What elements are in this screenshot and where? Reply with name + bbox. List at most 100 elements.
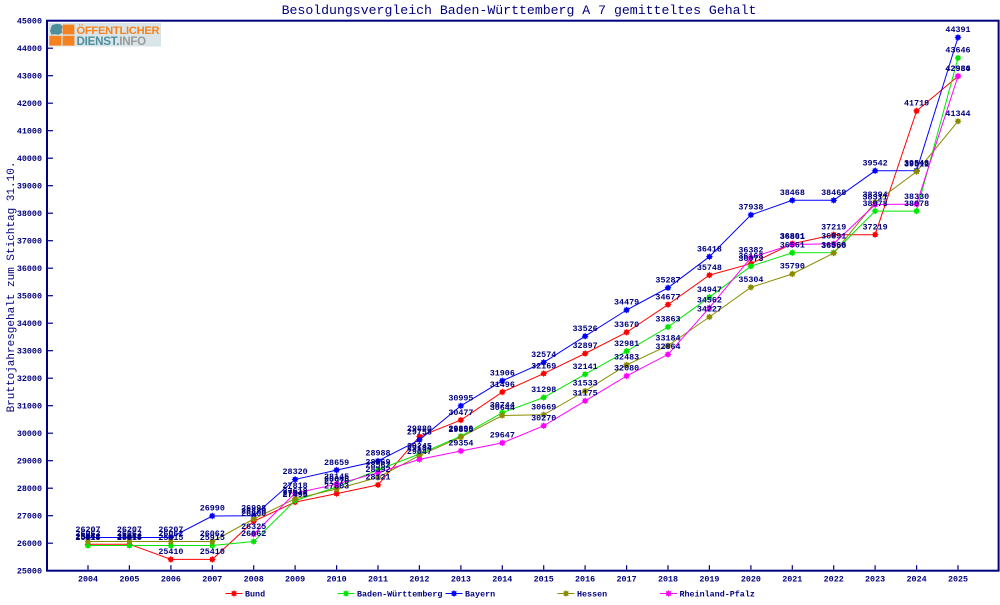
svg-text:ÖFFENTLICHER: ÖFFENTLICHER (77, 24, 160, 37)
svg-text:41000: 41000 (17, 127, 42, 137)
svg-text:28145: 28145 (324, 472, 349, 482)
svg-text:31000: 31000 (17, 402, 42, 412)
svg-text:2010: 2010 (327, 575, 347, 585)
svg-text:37219: 37219 (863, 222, 888, 232)
svg-text:33526: 33526 (573, 324, 598, 334)
svg-text:Baden-Württemberg: Baden-Württemberg (357, 589, 442, 599)
svg-text:27818: 27818 (283, 481, 308, 491)
svg-text:26880: 26880 (241, 507, 266, 517)
svg-text:2021: 2021 (782, 575, 802, 585)
svg-text:38394: 38394 (863, 190, 888, 200)
svg-text:29354: 29354 (448, 439, 473, 449)
svg-text:36891: 36891 (780, 231, 805, 241)
svg-text:41719: 41719 (904, 99, 929, 109)
svg-text:44000: 44000 (17, 44, 42, 54)
svg-text:27495: 27495 (283, 490, 308, 500)
svg-text:36891: 36891 (821, 231, 846, 241)
svg-text:25962: 25962 (75, 532, 100, 542)
svg-text:30669: 30669 (531, 403, 556, 413)
svg-text:26000: 26000 (17, 539, 42, 549)
svg-text:26207: 26207 (117, 525, 142, 535)
svg-text:27803: 27803 (324, 481, 349, 491)
svg-text:26800: 26800 (241, 509, 266, 519)
svg-text:31175: 31175 (573, 389, 598, 399)
svg-text:2022: 2022 (824, 575, 844, 585)
svg-text:31496: 31496 (490, 380, 515, 390)
svg-text:2024: 2024 (907, 575, 927, 585)
svg-text:2013: 2013 (451, 575, 471, 585)
svg-text:27000: 27000 (17, 512, 42, 522)
svg-text:2018: 2018 (658, 575, 678, 585)
svg-text:26207: 26207 (75, 525, 100, 535)
svg-text:2011: 2011 (368, 575, 388, 585)
svg-text:36418: 36418 (697, 244, 722, 254)
svg-text:26062: 26062 (241, 529, 266, 539)
svg-text:38078: 38078 (863, 199, 888, 209)
svg-text:39548: 39548 (904, 158, 929, 168)
svg-text:2020: 2020 (741, 575, 761, 585)
svg-text:26990: 26990 (200, 504, 225, 514)
svg-text:25915: 25915 (75, 533, 100, 543)
svg-text:32000: 32000 (17, 374, 42, 384)
svg-text:36561: 36561 (780, 241, 805, 251)
svg-text:2007: 2007 (202, 575, 222, 585)
svg-text:28669: 28669 (365, 458, 390, 468)
svg-text:37219: 37219 (821, 222, 846, 232)
svg-text:Hessen: Hessen (577, 589, 607, 599)
svg-text:32080: 32080 (614, 364, 639, 374)
svg-text:28562: 28562 (365, 460, 390, 470)
svg-text:34677: 34677 (655, 292, 680, 302)
svg-text:2008: 2008 (244, 575, 264, 585)
svg-text:27618: 27618 (283, 486, 308, 496)
svg-text:32141: 32141 (573, 362, 598, 372)
svg-text:29047: 29047 (407, 447, 432, 457)
svg-text:Besoldungsvergleich Baden-Würt: Besoldungsvergleich Baden-Württemberg A … (282, 3, 757, 18)
svg-text:36073: 36073 (738, 254, 763, 264)
svg-text:28320: 28320 (283, 467, 308, 477)
svg-text:37938: 37938 (738, 203, 763, 213)
svg-text:26062: 26062 (75, 529, 100, 539)
svg-text:29184: 29184 (407, 443, 432, 453)
svg-text:34227: 34227 (697, 305, 722, 315)
svg-text:34947: 34947 (697, 285, 722, 295)
svg-text:43646: 43646 (945, 46, 970, 56)
svg-text:45000: 45000 (17, 17, 42, 27)
svg-text:36861: 36861 (780, 232, 805, 242)
svg-text:36568: 36568 (821, 240, 846, 250)
svg-text:38311: 38311 (863, 192, 888, 202)
svg-text:39000: 39000 (17, 182, 42, 192)
svg-text:27548: 27548 (283, 488, 308, 498)
svg-text:DIENST.INFO: DIENST.INFO (77, 35, 147, 48)
svg-text:25962: 25962 (117, 532, 142, 542)
svg-text:36382: 36382 (738, 245, 763, 255)
svg-text:29000: 29000 (17, 457, 42, 467)
svg-text:30477: 30477 (448, 408, 473, 418)
svg-text:32981: 32981 (614, 339, 639, 349)
svg-text:35287: 35287 (655, 276, 680, 286)
svg-text:26062: 26062 (200, 529, 225, 539)
svg-text:39542: 39542 (863, 159, 888, 169)
svg-text:26207: 26207 (158, 525, 183, 535)
svg-text:38468: 38468 (821, 188, 846, 198)
svg-text:2019: 2019 (699, 575, 719, 585)
svg-text:35304: 35304 (738, 275, 763, 285)
svg-text:30744: 30744 (490, 400, 515, 410)
svg-text:44391: 44391 (945, 25, 970, 35)
svg-text:31906: 31906 (490, 369, 515, 379)
svg-text:42984: 42984 (945, 64, 970, 74)
svg-text:34479: 34479 (614, 298, 639, 308)
svg-text:34562: 34562 (697, 295, 722, 305)
svg-text:25915: 25915 (158, 533, 183, 543)
svg-text:26062: 26062 (117, 529, 142, 539)
svg-text:29647: 29647 (490, 431, 515, 441)
svg-text:33670: 33670 (614, 320, 639, 330)
svg-text:26062: 26062 (158, 529, 183, 539)
svg-text:30270: 30270 (531, 414, 556, 424)
svg-text:25410: 25410 (158, 547, 183, 557)
svg-text:30995: 30995 (448, 394, 473, 404)
svg-text:32483: 32483 (614, 353, 639, 363)
svg-text:33863: 33863 (655, 315, 680, 325)
svg-text:28121: 28121 (365, 473, 390, 483)
svg-text:25915: 25915 (117, 533, 142, 543)
svg-text:36000: 36000 (17, 264, 42, 274)
